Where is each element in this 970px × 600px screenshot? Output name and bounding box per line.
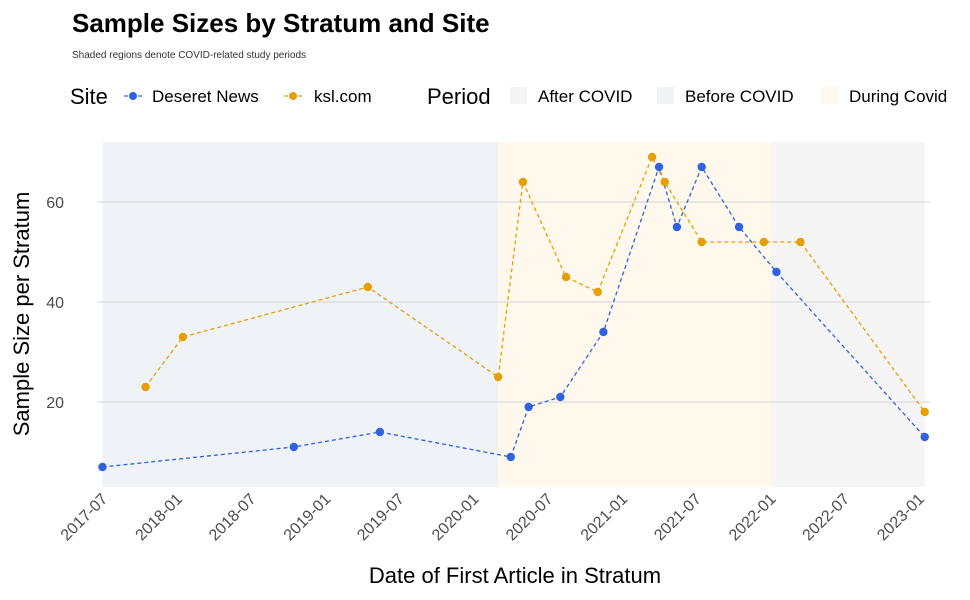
series-points bbox=[98, 152, 929, 472]
data-point-ksl-com bbox=[493, 372, 503, 382]
data-point-ksl-com bbox=[796, 237, 805, 247]
gridlines bbox=[98, 201, 930, 403]
x-axis-ticks: 2017-07 2018-01 2018-07 2019-01 2019-07 2020-… bbox=[58, 491, 928, 545]
x-tick-label: 2021-07 bbox=[651, 491, 705, 545]
chart-subtitle: Shaded regions denote COVID-related stud… bbox=[72, 50, 306, 61]
legend-key-deseret-news-point bbox=[129, 92, 137, 100]
legend: Site Deseret News ksl.com Period After C… bbox=[70, 84, 947, 109]
x-tick-label: 2022-07 bbox=[800, 491, 854, 545]
legend-period-title: Period bbox=[427, 84, 491, 109]
legend-key-during-covid bbox=[821, 87, 838, 104]
chart-title: Sample Sizes by Stratum and Site bbox=[72, 8, 490, 38]
x-tick-label: 2018-01 bbox=[133, 491, 187, 545]
legend-label-after-covid: After COVID bbox=[538, 87, 632, 106]
legend-label-before-covid: Before COVID bbox=[685, 87, 794, 106]
data-point-deseret-news bbox=[506, 452, 515, 462]
y-axis-ticks: 20 40 60 bbox=[46, 195, 64, 412]
data-point-deseret-news bbox=[98, 462, 107, 472]
y-tick-label: 60 bbox=[46, 195, 64, 212]
data-point-deseret-news bbox=[375, 427, 385, 437]
x-tick-label: 2019-01 bbox=[281, 491, 335, 545]
data-point-deseret-news bbox=[772, 267, 781, 277]
legend-label-during-covid: During Covid bbox=[849, 87, 947, 106]
y-tick-label: 20 bbox=[46, 395, 64, 412]
data-point-deseret-news bbox=[672, 222, 682, 232]
legend-key-after-covid bbox=[510, 87, 527, 104]
x-tick-label: 2020-01 bbox=[429, 491, 483, 545]
x-tick-label: 2019-07 bbox=[354, 491, 408, 545]
data-point-ksl-com bbox=[141, 382, 150, 392]
data-point-ksl-com bbox=[593, 287, 602, 297]
data-point-deseret-news bbox=[697, 162, 706, 172]
data-point-ksl-com bbox=[561, 272, 571, 282]
legend-item-during-covid: During Covid bbox=[821, 87, 947, 106]
data-point-ksl-com bbox=[518, 177, 528, 187]
data-point-deseret-news bbox=[524, 402, 533, 412]
data-point-deseret-news bbox=[556, 392, 565, 402]
period-band-after-covid bbox=[770, 142, 925, 487]
legend-key-before-covid bbox=[657, 87, 674, 104]
legend-key-ksl-point bbox=[289, 92, 297, 100]
x-tick-label: 2020-07 bbox=[503, 491, 557, 545]
data-point-ksl-com bbox=[759, 237, 769, 247]
data-point-ksl-com bbox=[920, 407, 929, 417]
x-tick-label: 2022-01 bbox=[726, 491, 780, 545]
legend-label-ksl: ksl.com bbox=[314, 87, 372, 106]
legend-site-title: Site bbox=[70, 84, 108, 109]
data-point-deseret-news bbox=[599, 327, 608, 337]
legend-item-after-covid: After COVID bbox=[510, 87, 632, 106]
legend-label-deseret-news: Deseret News bbox=[152, 87, 259, 106]
data-point-ksl-com bbox=[697, 237, 706, 247]
data-point-deseret-news bbox=[654, 162, 664, 172]
plot-area bbox=[98, 142, 930, 487]
data-point-ksl-com bbox=[660, 177, 669, 187]
legend-item-deseret-news: Deseret News bbox=[124, 87, 259, 106]
y-tick-label: 40 bbox=[46, 295, 64, 312]
data-point-ksl-com bbox=[178, 332, 188, 342]
period-bands bbox=[102, 142, 925, 487]
data-point-ksl-com bbox=[647, 152, 657, 162]
x-tick-label: 2023-01 bbox=[874, 491, 928, 545]
legend-item-before-covid: Before COVID bbox=[657, 87, 794, 106]
data-point-ksl-com bbox=[363, 282, 372, 292]
x-tick-label: 2018-07 bbox=[206, 491, 260, 545]
x-tick-label: 2017-07 bbox=[58, 491, 112, 545]
x-axis-title: Date of First Article in Stratum bbox=[369, 563, 661, 588]
period-band-during-covid bbox=[498, 142, 771, 487]
data-point-deseret-news bbox=[734, 222, 744, 232]
x-tick-label: 2021-01 bbox=[578, 491, 632, 545]
data-point-deseret-news bbox=[289, 442, 299, 452]
legend-item-ksl: ksl.com bbox=[284, 87, 372, 106]
period-band-before-covid bbox=[102, 142, 499, 487]
data-point-deseret-news bbox=[920, 432, 929, 442]
y-axis-title: Sample Size per Stratum bbox=[9, 192, 34, 437]
